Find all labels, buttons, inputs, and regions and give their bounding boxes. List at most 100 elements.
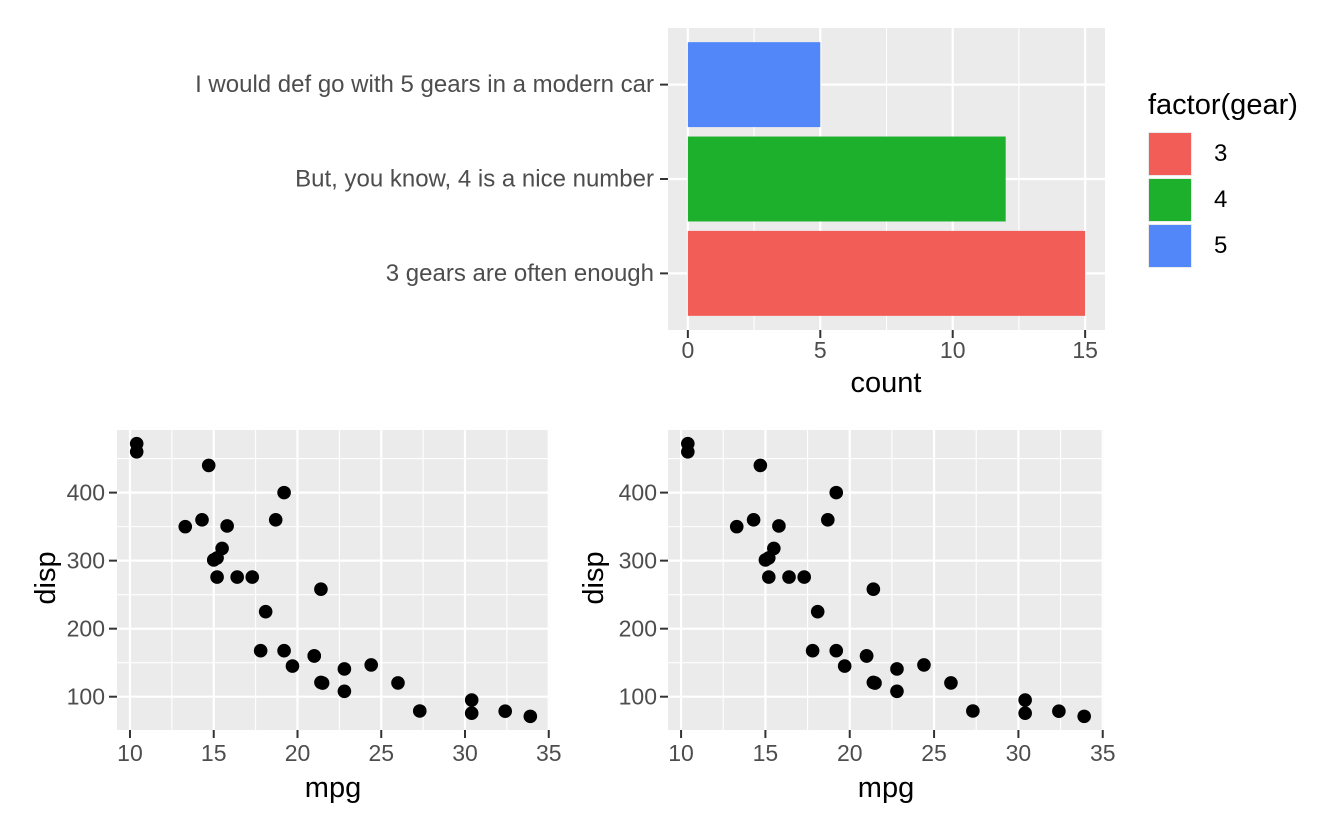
data-point	[206, 553, 221, 567]
panel-background	[668, 430, 1104, 730]
x-tick-label: 10	[940, 337, 966, 363]
data-point	[307, 649, 322, 663]
data-point	[772, 519, 786, 533]
x-tick-label: 25	[921, 740, 947, 766]
data-point	[829, 485, 844, 500]
x-tick-label: 0	[681, 337, 694, 363]
data-point	[805, 643, 820, 658]
data-point	[810, 604, 825, 619]
data-point	[753, 458, 768, 473]
data-point	[681, 444, 695, 459]
y-tick-label: 400	[67, 480, 105, 506]
bar-gear-4	[687, 136, 1006, 222]
x-tick-label: 30	[452, 740, 478, 766]
legend: factor(gear) 3 4 5	[1148, 88, 1298, 270]
data-point	[364, 658, 378, 672]
data-point	[866, 582, 881, 597]
x-tick-label: 20	[837, 740, 863, 766]
data-point	[797, 570, 811, 584]
data-point	[277, 643, 291, 658]
data-point	[746, 513, 761, 527]
x-tick-label: 35	[1090, 740, 1116, 766]
legend-key-green-swatch	[1148, 178, 1192, 222]
data-point	[391, 676, 405, 690]
data-point	[412, 704, 427, 718]
data-point	[917, 658, 931, 672]
data-point	[337, 684, 352, 699]
data-point	[464, 693, 479, 707]
data-point	[837, 659, 852, 673]
data-point	[498, 704, 512, 718]
data-point	[314, 582, 328, 597]
data-point	[178, 519, 193, 534]
y-tick-label: 300	[67, 548, 105, 574]
category-label: But, you know, 4 is a nice number	[295, 166, 654, 193]
x-axis-title: count	[851, 367, 922, 399]
data-point	[890, 662, 904, 676]
x-axis-title: mpg	[305, 772, 361, 804]
data-point	[1018, 693, 1032, 707]
data-point	[268, 513, 283, 527]
x-tick-label: 15	[1072, 337, 1098, 363]
y-tick-label: 200	[67, 616, 105, 642]
x-tick-label: 15	[753, 740, 779, 766]
x-tick-label: 20	[285, 740, 311, 766]
data-point	[890, 684, 904, 699]
data-point	[258, 604, 273, 619]
data-point	[523, 709, 538, 724]
x-tick-label: 5	[814, 337, 827, 363]
data-point	[314, 675, 328, 690]
data-point	[195, 513, 209, 527]
data-point	[829, 643, 844, 658]
legend-entry: 3	[1148, 132, 1298, 176]
y-tick-label: 100	[619, 684, 657, 710]
data-point	[729, 519, 744, 534]
data-point	[758, 553, 773, 567]
data-point	[966, 704, 980, 718]
legend-entry: 5	[1148, 224, 1298, 268]
y-tick-label: 400	[619, 480, 657, 506]
x-tick-label: 35	[536, 740, 562, 766]
data-point	[277, 485, 291, 500]
data-point	[245, 570, 260, 584]
scatter-plot-left: 100 200 300 400 disp 10 15 20 25 30 35 mpg	[30, 430, 562, 804]
data-point	[464, 706, 479, 721]
y-axis-title: disp	[30, 551, 62, 604]
legend-entry-label: 3	[1214, 140, 1228, 167]
legend-key-red-swatch	[1148, 132, 1192, 176]
data-point	[821, 513, 835, 527]
y-tick-label: 200	[619, 616, 657, 642]
data-point	[761, 570, 776, 584]
panel-background	[117, 430, 550, 730]
data-point	[1077, 709, 1091, 724]
category-label: 3 gears are often enough	[386, 260, 654, 287]
data-point	[129, 444, 144, 459]
category-label: I would def go with 5 gears in a modern …	[195, 71, 654, 98]
y-axis-title: disp	[578, 551, 610, 604]
bar-gear-5	[687, 42, 821, 128]
y-tick-label: 300	[619, 548, 657, 574]
x-tick-label: 15	[201, 740, 227, 766]
data-point	[1052, 704, 1066, 718]
scatter-plot-right: 100 200 300 400 disp 10 15 20 25 30 35 mpg	[578, 430, 1116, 804]
legend-entry-label: 4	[1214, 186, 1228, 213]
x-axis-title: mpg	[858, 772, 914, 804]
bar-gear-3	[687, 230, 1086, 316]
legend-entry: 4	[1148, 178, 1298, 222]
x-tick-label: 10	[668, 740, 694, 766]
data-point	[230, 570, 244, 584]
data-point	[210, 570, 224, 584]
x-tick-label: 30	[1006, 740, 1032, 766]
data-point	[1018, 706, 1032, 721]
data-point	[337, 662, 352, 676]
data-point	[782, 570, 796, 584]
bar-chart: I would def go with 5 gears in a modern …	[195, 28, 1105, 399]
data-point	[201, 458, 216, 473]
y-tick-label: 100	[67, 684, 105, 710]
data-point	[253, 643, 268, 658]
legend-entry-label: 5	[1214, 232, 1228, 259]
data-point	[859, 649, 874, 663]
legend-key-blue-swatch	[1148, 224, 1192, 268]
data-point	[285, 659, 300, 673]
